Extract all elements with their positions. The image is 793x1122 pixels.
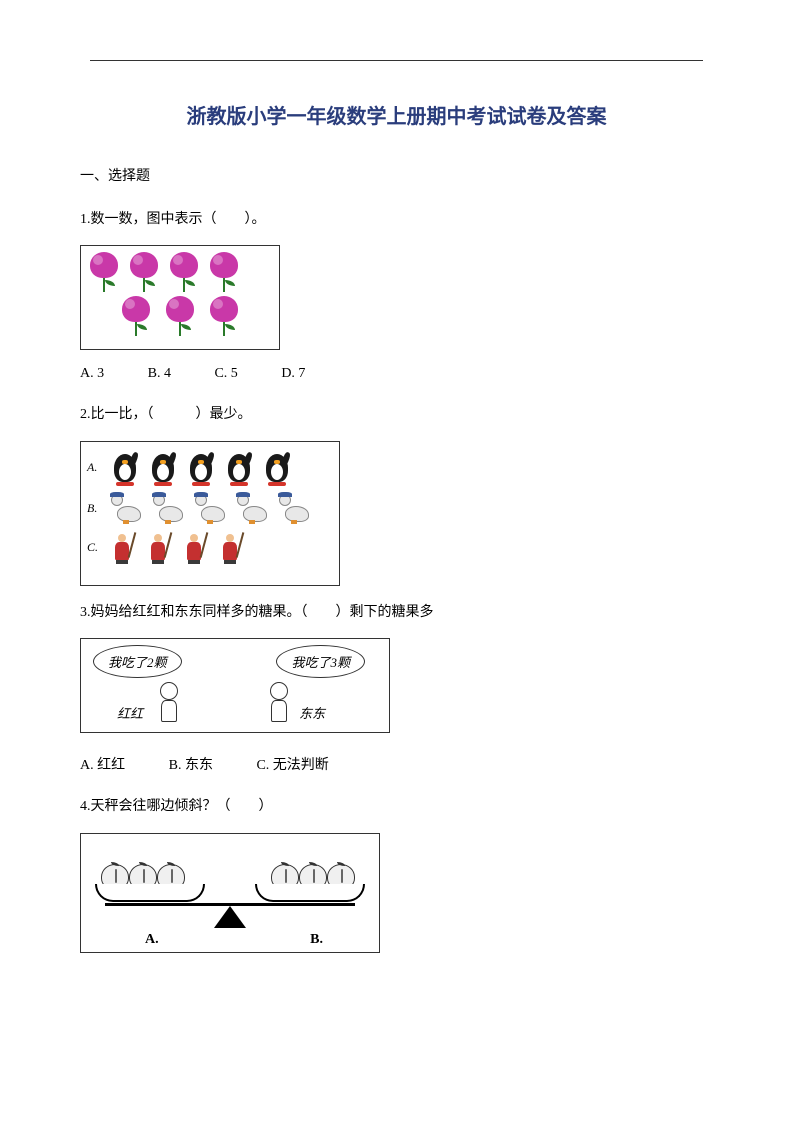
speech-bubble-left: 我吃了2颗 bbox=[93, 645, 182, 678]
flower-row-1 bbox=[87, 252, 273, 292]
penguin-icon bbox=[261, 450, 293, 486]
row-a: A. bbox=[87, 450, 333, 486]
question-2-image: A. B. C. bbox=[80, 441, 340, 586]
question-3-text: 3.妈妈给红红和东东同样多的糖果。（ ）剩下的糖果多 bbox=[80, 602, 713, 624]
flower-icon bbox=[207, 252, 241, 292]
kid-left-icon bbox=[151, 682, 187, 726]
soldier-icon bbox=[217, 532, 247, 564]
kid-name-left: 红红 bbox=[117, 703, 143, 722]
scale-base-icon bbox=[214, 906, 246, 928]
option-c: C. 5 bbox=[214, 366, 237, 381]
page-title: 浙教版小学一年级数学上册期中考试试卷及答案 bbox=[80, 100, 713, 129]
flower-icon bbox=[119, 296, 153, 336]
flower-icon bbox=[207, 296, 241, 336]
flower-icon bbox=[163, 296, 197, 336]
flower-row-2 bbox=[87, 296, 273, 336]
option-a: A. 3 bbox=[80, 366, 104, 381]
option-d: D. 7 bbox=[281, 366, 305, 381]
question-3-image: 我吃了2颗 我吃了3颗 红红 东东 bbox=[80, 638, 390, 733]
question-2-text: 2.比一比，（ ）最少。 bbox=[80, 404, 713, 426]
duck-icon bbox=[235, 494, 271, 524]
question-1-image bbox=[80, 245, 280, 350]
soldier-icon bbox=[145, 532, 175, 564]
scale-pan-left bbox=[95, 884, 205, 902]
question-3-options: A. 红红 B. 东东 C. 无法判断 bbox=[80, 754, 713, 774]
kid-name-right: 东东 bbox=[299, 703, 325, 722]
row-b: B. bbox=[87, 494, 333, 524]
header-rule bbox=[90, 60, 703, 61]
question-1-options: A. 3 B. 4 C. 5 D. 7 bbox=[80, 366, 713, 382]
row-a-label: A. bbox=[87, 460, 103, 475]
penguin-icon bbox=[109, 450, 141, 486]
option-b: B. 东东 bbox=[169, 758, 213, 773]
scale-pan-right bbox=[255, 884, 365, 902]
speech-bubble-right: 我吃了3颗 bbox=[276, 645, 365, 678]
option-b: B. 4 bbox=[148, 366, 171, 381]
duck-icon bbox=[109, 494, 145, 524]
scale-label-b: B. bbox=[310, 932, 323, 948]
flower-icon bbox=[87, 252, 121, 292]
penguin-icon bbox=[223, 450, 255, 486]
flower-icon bbox=[167, 252, 201, 292]
row-c: C. bbox=[87, 532, 333, 564]
duck-icon bbox=[151, 494, 187, 524]
duck-icon bbox=[193, 494, 229, 524]
question-1-text: 1.数一数，图中表示（ ）。 bbox=[80, 209, 713, 231]
soldier-icon bbox=[109, 532, 139, 564]
row-b-label: B. bbox=[87, 501, 103, 516]
soldier-icon bbox=[181, 532, 211, 564]
section-header: 一、选择题 bbox=[80, 165, 713, 185]
penguin-icon bbox=[147, 450, 179, 486]
row-c-label: C. bbox=[87, 540, 103, 555]
option-a: A. 红红 bbox=[80, 758, 125, 773]
penguin-icon bbox=[185, 450, 217, 486]
kid-right-icon bbox=[261, 682, 297, 726]
question-4-text: 4.天秤会往哪边倾斜？（ ） bbox=[80, 796, 713, 818]
flower-icon bbox=[127, 252, 161, 292]
option-c: C. 无法判断 bbox=[256, 758, 328, 773]
scale-label-a: A. bbox=[145, 932, 159, 948]
duck-icon bbox=[277, 494, 313, 524]
question-4-image: A. B. bbox=[80, 833, 380, 953]
